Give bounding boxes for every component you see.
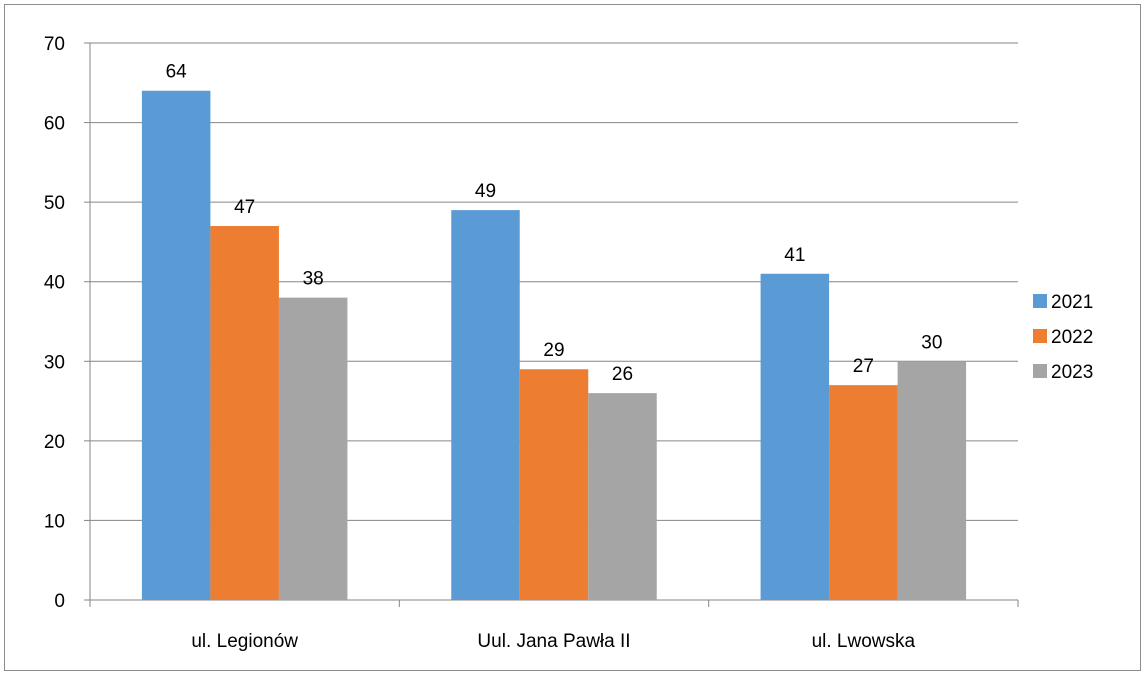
legend-swatch [1033, 329, 1047, 343]
y-tick-label: 40 [44, 273, 65, 294]
y-tick-label: 30 [44, 352, 65, 373]
data-label: 41 [784, 245, 805, 266]
data-label: 27 [853, 356, 874, 377]
data-labels: 64 47 38 49 29 26 41 27 30 [166, 62, 943, 385]
bar-2023 [588, 393, 657, 600]
data-label: 49 [475, 181, 496, 202]
y-tick-label: 20 [44, 432, 65, 453]
y-tick-label: 60 [44, 114, 65, 135]
data-label: 47 [234, 197, 255, 218]
data-label: 30 [921, 332, 942, 353]
legend-label: 2022 [1051, 327, 1093, 348]
x-category-label: Uul. Jana Pawła II [477, 631, 630, 652]
bar-2023 [278, 297, 348, 600]
legend-swatch [1033, 364, 1047, 378]
legend: 2021 2022 2023 [1033, 292, 1093, 383]
bar-2022 [829, 385, 898, 600]
data-label: 38 [303, 269, 324, 290]
y-tick-label: 50 [44, 193, 65, 214]
bars [141, 90, 967, 600]
data-label: 26 [612, 364, 633, 385]
axes: 0 10 20 30 40 50 60 70 ul. Legionów Uul. Jana Paw… [44, 34, 1019, 652]
y-tick-label: 0 [54, 591, 65, 612]
legend-label: 2023 [1051, 362, 1093, 383]
x-category-label: ul. Legionów [191, 631, 298, 652]
bar-2023 [897, 361, 967, 600]
data-label: 64 [166, 62, 188, 83]
legend-label: 2021 [1051, 292, 1093, 313]
y-tick-label: 70 [44, 34, 65, 55]
data-label: 29 [543, 340, 564, 361]
bar-2022 [210, 226, 279, 600]
bar-2021 [760, 273, 830, 600]
bar-2021 [451, 210, 520, 600]
bar-2021 [141, 90, 211, 600]
x-category-label: ul. Lwowska [812, 631, 916, 652]
bar-2022 [519, 369, 589, 600]
y-tick-label: 10 [44, 511, 65, 532]
legend-swatch [1033, 294, 1047, 308]
